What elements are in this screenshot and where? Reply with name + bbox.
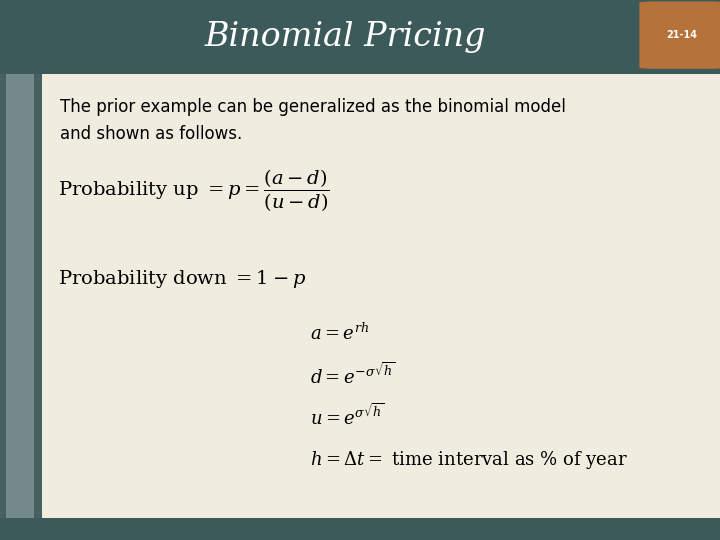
Bar — [6, 74, 34, 518]
Bar — [0, 74, 42, 518]
Text: Binomial Pricing: Binomial Pricing — [205, 21, 486, 52]
Text: The prior example can be generalized as the binomial model
and shown as follows.: The prior example can be generalized as … — [60, 98, 566, 143]
Text: $h = \Delta t = $ time interval as % of year: $h = \Delta t = $ time interval as % of … — [310, 449, 628, 471]
Text: $a = e^{rh}$: $a = e^{rh}$ — [310, 322, 369, 343]
Text: Probability up $= p = \dfrac{(a-d)}{(u-d)}$: Probability up $= p = \dfrac{(a-d)}{(u-d… — [58, 167, 330, 213]
Text: $u = e^{\sigma\sqrt{h}}$: $u = e^{\sigma\sqrt{h}}$ — [310, 404, 384, 429]
Text: Probability down $= 1 - p$: Probability down $= 1 - p$ — [58, 268, 306, 290]
FancyBboxPatch shape — [639, 2, 720, 69]
Text: $d = e^{-\sigma\sqrt{h}}$: $d = e^{-\sigma\sqrt{h}}$ — [310, 363, 395, 388]
Text: 21-14: 21-14 — [666, 30, 698, 40]
